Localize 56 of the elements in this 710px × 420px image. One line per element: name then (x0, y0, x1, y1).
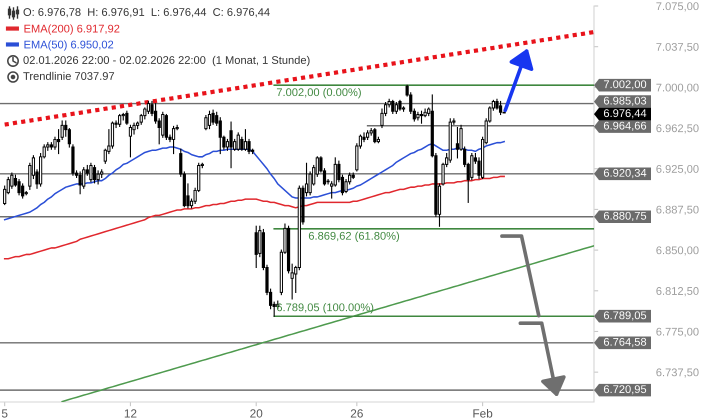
candlestick (125, 110, 128, 125)
candlestick (96, 170, 100, 184)
candlestick (164, 114, 168, 140)
ref-line-label: 6.920,34 (604, 168, 646, 178)
y-tick-label: 7.075,00 (656, 2, 699, 12)
y-tick-label: 6.812,50 (656, 287, 699, 296)
line-series (61, 245, 594, 402)
candlestick (89, 162, 93, 182)
candlestick (211, 110, 215, 125)
x-tick-label: 5 (2, 409, 8, 418)
candlestick (118, 114, 122, 127)
candlestick (78, 171, 82, 194)
x-tick-label: Feb (473, 408, 492, 418)
x-tick-label: 12 (124, 409, 136, 418)
y-tick-label: 7.000,00 (656, 84, 699, 93)
candlestick (254, 226, 258, 268)
candlestick (172, 126, 176, 154)
y-tick-label: 6.737,50 (656, 368, 699, 378)
legend-label: EMA(200) 6.917,92 (24, 24, 120, 35)
series-label: 6.964,66 (604, 122, 646, 131)
candlestick (420, 110, 424, 124)
candlestick (394, 102, 398, 114)
candlestick (244, 129, 248, 151)
legend-label: EMA(50) 6.950,02 (24, 40, 114, 51)
y-tick-label: 6.887,50 (656, 206, 699, 215)
y-tick-label: 6.925,00 (656, 165, 699, 174)
candlestick (92, 164, 96, 184)
candlestick (391, 100, 394, 114)
candlestick (208, 110, 212, 130)
candlestick (21, 183, 24, 199)
candlestick (398, 100, 402, 111)
candlestick (128, 124, 132, 158)
y-tick-label: 6.850,00 (656, 246, 699, 256)
ref-line-label: 6.720,95 (604, 385, 646, 394)
ref-line-label: 6.985,03 (604, 96, 646, 106)
annotation: O: 6.976,78 H: 6.976,91 L: 6.976,44 C: 6.976,44 (24, 8, 270, 18)
annotation: 02.01.2026 22:00 - 02.02.2026 22:00 (1 Monat, 1 Stunde) (23, 56, 310, 66)
y-tick-label: 6.775,00 (656, 328, 699, 337)
candlestick (236, 132, 240, 151)
x-tick-label: 20 (250, 409, 262, 418)
y-tick-label: 7.037,50 (656, 42, 699, 52)
candlestick (498, 100, 502, 116)
candlestick (373, 128, 376, 144)
ref-line-label: 6.880,75 (604, 212, 646, 222)
annotation: Trendlinie 7037.97 (23, 72, 114, 80)
ref-line-label: 6.764,58 (604, 338, 646, 348)
series-label: 7.002,00 (604, 80, 646, 90)
annotation: 6.869,62 (61.80%) (308, 232, 400, 242)
y-tick-label: 6.962,50 (656, 124, 699, 134)
annotation: 7.002,00 (0.00%) (276, 88, 361, 98)
candlestick (229, 122, 233, 168)
series-label: 6.789,05 (604, 311, 646, 321)
text: 6.976,44 (604, 109, 646, 118)
annotation: 6.789,05 (100.00%) (276, 303, 374, 314)
x-tick-label: 26 (350, 409, 363, 418)
candlestick (456, 126, 460, 158)
